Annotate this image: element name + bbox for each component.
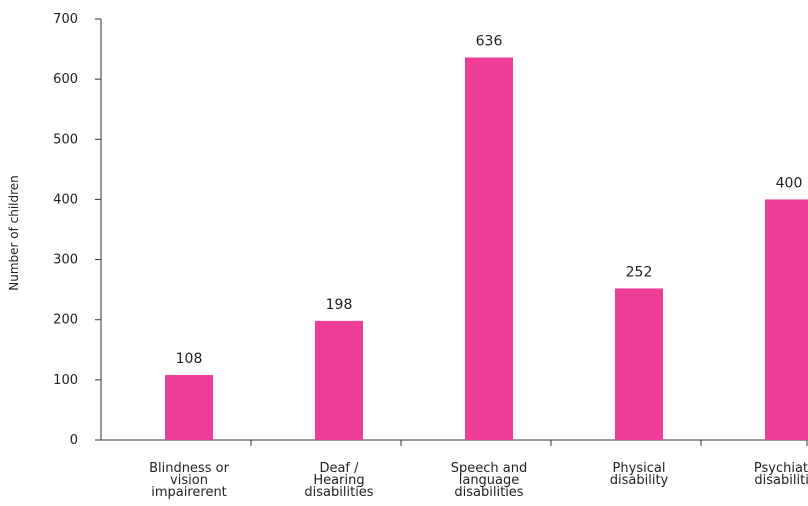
data-label: 252 — [626, 264, 653, 280]
y-tick-label: 300 — [53, 253, 78, 268]
category-label-line: Hearing — [313, 473, 364, 488]
data-labels: 108 198 636 252 400 — [176, 33, 803, 367]
x-axis — [101, 439, 808, 446]
category-label-line: disabilities — [454, 485, 523, 500]
y-tick-label: 700 — [53, 12, 78, 27]
bar — [165, 375, 213, 440]
data-label: 108 — [176, 351, 203, 367]
bar — [765, 199, 808, 440]
category-label-line: Deaf / — [319, 461, 359, 476]
y-tick-label: 500 — [53, 132, 78, 147]
category-label: Psychiatricdisabilities — [754, 461, 808, 488]
category-label-line: disabilities — [304, 485, 373, 500]
bars — [165, 57, 808, 441]
category-label-line: Physical — [613, 461, 666, 476]
bar — [315, 320, 363, 440]
data-label: 636 — [476, 33, 503, 49]
y-tick-label: 600 — [53, 72, 78, 87]
y-axis: 0 100 200 300 400 500 600 700 — [53, 12, 102, 448]
category-label: Speech and language disabilities — [451, 461, 527, 500]
category-label-line: Blindness or — [149, 461, 230, 476]
bar — [615, 288, 663, 440]
category-label: Physical disability — [610, 461, 669, 488]
category-labels: Blindness or vision impairerent Deaf / Heari… — [149, 461, 808, 500]
category-label-line: Speech and — [451, 461, 527, 476]
category-label-line: disabilities — [754, 473, 808, 488]
y-tick-label: 400 — [53, 192, 78, 207]
category-label-line: vision — [170, 473, 208, 488]
y-tick-label: 200 — [53, 313, 78, 328]
y-axis-title: Number of children — [7, 175, 21, 291]
category-label-line: disability — [610, 473, 669, 488]
category-label: Deaf / Hearing disabilities — [304, 461, 373, 500]
category-label-line: language — [459, 473, 520, 488]
category-label-line: Psychiatric — [754, 461, 808, 476]
y-tick-label: 0 — [70, 433, 78, 448]
data-label: 400 — [776, 175, 803, 191]
data-label: 198 — [326, 297, 353, 313]
category-label-line: impairerent — [151, 485, 227, 500]
category-label: Blindness or vision impairerent — [149, 461, 230, 500]
y-tick-label: 100 — [53, 373, 78, 388]
bar — [465, 57, 513, 441]
